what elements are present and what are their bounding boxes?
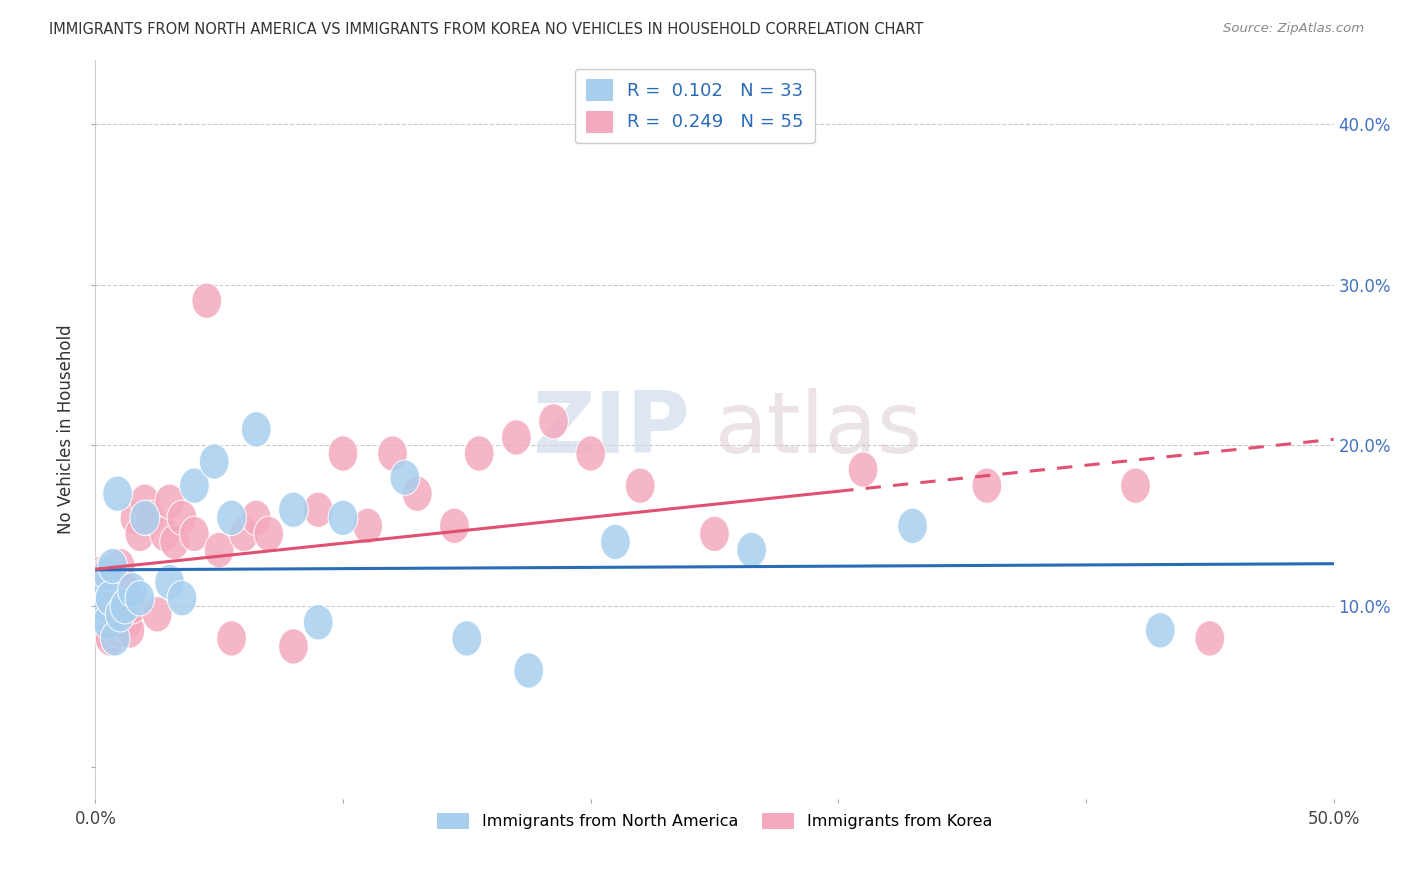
Ellipse shape	[700, 516, 730, 551]
Ellipse shape	[402, 476, 432, 511]
Ellipse shape	[464, 436, 494, 471]
Ellipse shape	[105, 597, 135, 632]
Ellipse shape	[1195, 621, 1225, 657]
Ellipse shape	[93, 597, 122, 632]
Ellipse shape	[125, 581, 155, 615]
Ellipse shape	[89, 613, 118, 648]
Ellipse shape	[90, 557, 120, 591]
Ellipse shape	[129, 500, 160, 535]
Ellipse shape	[513, 653, 544, 689]
Ellipse shape	[93, 589, 122, 624]
Ellipse shape	[90, 589, 120, 624]
Ellipse shape	[93, 557, 122, 591]
Ellipse shape	[100, 589, 129, 624]
Text: IMMIGRANTS FROM NORTH AMERICA VS IMMIGRANTS FROM KOREA NO VEHICLES IN HOUSEHOLD : IMMIGRANTS FROM NORTH AMERICA VS IMMIGRA…	[49, 22, 924, 37]
Ellipse shape	[600, 524, 630, 559]
Ellipse shape	[254, 516, 284, 551]
Ellipse shape	[972, 468, 1001, 503]
Ellipse shape	[100, 581, 129, 615]
Ellipse shape	[100, 621, 129, 657]
Ellipse shape	[200, 444, 229, 479]
Ellipse shape	[89, 597, 118, 632]
Ellipse shape	[110, 589, 141, 624]
Text: Source: ZipAtlas.com: Source: ZipAtlas.com	[1223, 22, 1364, 36]
Ellipse shape	[105, 549, 135, 583]
Ellipse shape	[155, 565, 184, 599]
Ellipse shape	[118, 573, 148, 607]
Ellipse shape	[626, 468, 655, 503]
Ellipse shape	[103, 613, 132, 648]
Ellipse shape	[848, 452, 877, 487]
Ellipse shape	[96, 621, 125, 657]
Ellipse shape	[328, 500, 359, 535]
Ellipse shape	[83, 573, 112, 607]
Ellipse shape	[304, 492, 333, 527]
Ellipse shape	[1121, 468, 1150, 503]
Ellipse shape	[142, 597, 172, 632]
Ellipse shape	[167, 581, 197, 615]
Ellipse shape	[155, 484, 184, 519]
Ellipse shape	[278, 492, 308, 527]
Ellipse shape	[110, 573, 141, 607]
Ellipse shape	[229, 516, 259, 551]
Ellipse shape	[440, 508, 470, 543]
Ellipse shape	[242, 412, 271, 447]
Ellipse shape	[108, 597, 138, 632]
Ellipse shape	[180, 516, 209, 551]
Text: ZIP: ZIP	[531, 388, 690, 471]
Ellipse shape	[86, 581, 115, 615]
Ellipse shape	[353, 508, 382, 543]
Ellipse shape	[103, 476, 132, 511]
Ellipse shape	[150, 516, 180, 551]
Ellipse shape	[1146, 613, 1175, 648]
Ellipse shape	[180, 468, 209, 503]
Ellipse shape	[135, 500, 165, 535]
Ellipse shape	[86, 605, 115, 640]
Ellipse shape	[93, 605, 122, 640]
Ellipse shape	[83, 589, 112, 624]
Ellipse shape	[96, 565, 125, 599]
Ellipse shape	[160, 524, 190, 559]
Ellipse shape	[502, 420, 531, 455]
Ellipse shape	[96, 581, 125, 615]
Ellipse shape	[378, 436, 408, 471]
Ellipse shape	[115, 613, 145, 648]
Y-axis label: No Vehicles in Household: No Vehicles in Household	[58, 325, 75, 534]
Ellipse shape	[89, 597, 118, 632]
Ellipse shape	[242, 500, 271, 535]
Ellipse shape	[86, 557, 115, 591]
Ellipse shape	[304, 605, 333, 640]
Ellipse shape	[217, 500, 246, 535]
Ellipse shape	[167, 500, 197, 535]
Ellipse shape	[98, 549, 128, 583]
Ellipse shape	[129, 484, 160, 519]
Ellipse shape	[576, 436, 606, 471]
Ellipse shape	[898, 508, 928, 543]
Ellipse shape	[737, 533, 766, 567]
Ellipse shape	[451, 621, 482, 657]
Legend: Immigrants from North America, Immigrants from Korea: Immigrants from North America, Immigrant…	[430, 806, 998, 836]
Ellipse shape	[86, 573, 115, 607]
Ellipse shape	[538, 404, 568, 439]
Ellipse shape	[204, 533, 233, 567]
Ellipse shape	[125, 516, 155, 551]
Ellipse shape	[83, 589, 112, 624]
Ellipse shape	[389, 460, 420, 495]
Ellipse shape	[118, 589, 148, 624]
Ellipse shape	[328, 436, 359, 471]
Ellipse shape	[98, 605, 128, 640]
Ellipse shape	[217, 621, 246, 657]
Ellipse shape	[90, 581, 120, 615]
Ellipse shape	[112, 605, 142, 640]
Ellipse shape	[89, 565, 118, 599]
Ellipse shape	[120, 500, 150, 535]
Text: atlas: atlas	[714, 388, 922, 471]
Ellipse shape	[191, 283, 222, 318]
Ellipse shape	[278, 629, 308, 665]
